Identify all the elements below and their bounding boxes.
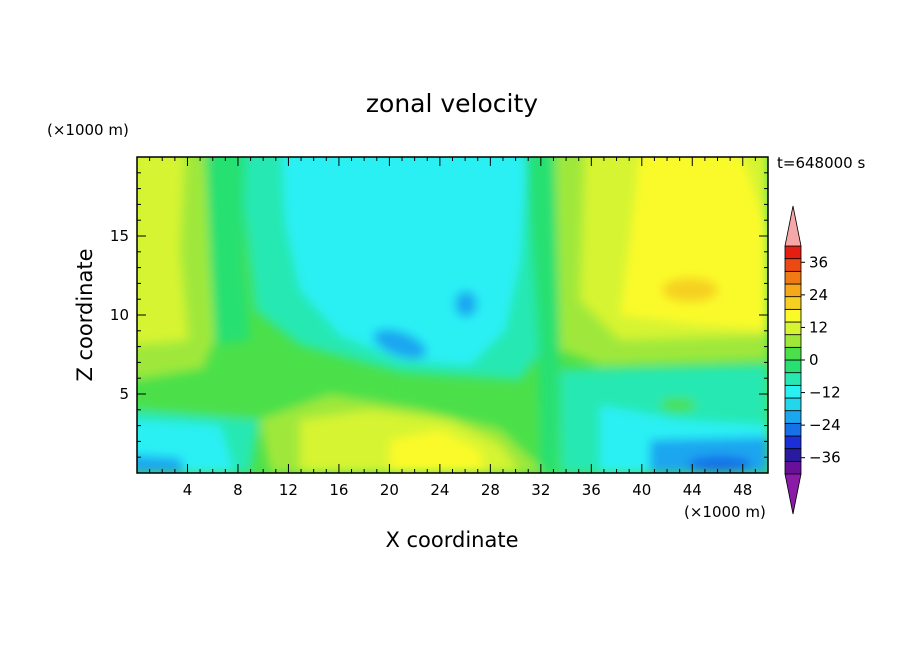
colorbar-under-arrow [784, 473, 802, 515]
y-tick-label: 10 [110, 306, 129, 324]
x-tick-label: 36 [582, 481, 601, 499]
time-label: t=648000 s [777, 154, 865, 172]
colorbar-over-arrow [784, 205, 802, 247]
colorbar-swatch [784, 422, 802, 437]
y-unit-label: (×1000 m) [47, 121, 129, 139]
x-tick-label: 24 [430, 481, 449, 499]
y-tick-label: 5 [119, 385, 129, 403]
colorbar-swatch [784, 435, 802, 450]
colorbar-swatch [784, 283, 802, 298]
y-axis-label: Z coordinate [73, 248, 97, 381]
x-tick-label: 20 [380, 481, 399, 499]
colorbar-tick-label: 0 [809, 351, 819, 369]
x-tick-label: 44 [683, 481, 702, 499]
x-tick-label: 28 [481, 481, 500, 499]
colorbar-tick-label: 36 [809, 253, 828, 271]
colorbar-swatch [784, 410, 802, 424]
chart-title: zonal velocity [366, 89, 538, 118]
x-tick-label: 32 [531, 481, 550, 499]
x-tick-label: 16 [329, 481, 348, 499]
x-tick-label: 48 [733, 481, 752, 499]
colorbar-tick-label: 12 [809, 318, 828, 336]
x-tick-label: 40 [632, 481, 651, 499]
colorbar-swatch [784, 346, 802, 361]
colorbar-swatch [784, 258, 802, 272]
y-tick-label: 15 [110, 227, 129, 245]
colorbar-tick-label: −36 [809, 449, 841, 467]
colorbar-swatch [784, 460, 802, 475]
contour-field [137, 157, 768, 473]
colorbar-tick-label: −24 [809, 416, 841, 434]
colorbar-tick-label: 24 [809, 286, 828, 304]
colorbar-swatch [784, 359, 802, 374]
colorbar-swatch [784, 270, 802, 285]
colorbar-swatch [784, 245, 802, 260]
colorbar-swatch [784, 397, 802, 412]
x-tick-label: 12 [279, 481, 298, 499]
x-tick-label: 8 [233, 481, 243, 499]
colorbar-swatch [784, 384, 802, 399]
colorbar-swatch [784, 372, 802, 386]
colorbar-tick-label: −12 [809, 384, 841, 402]
x-tick-label: 4 [183, 481, 193, 499]
colorbar: −36 −24 −12 0 12 24 36 [784, 205, 841, 515]
x-unit-label: (×1000 m) [684, 503, 766, 521]
colorbar-swatch [784, 334, 802, 348]
colorbar-swatch [784, 321, 802, 336]
x-axis-label: X coordinate [385, 528, 518, 552]
colorbar-swatch [784, 308, 802, 323]
colorbar-swatch [784, 448, 802, 462]
colorbar-swatch [784, 296, 802, 310]
